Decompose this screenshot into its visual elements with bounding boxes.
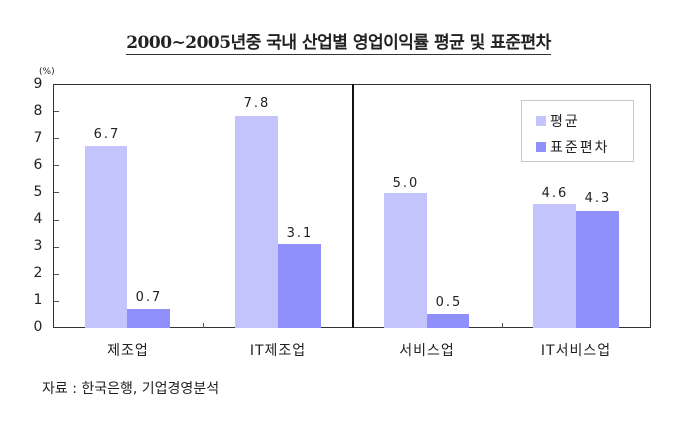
legend-item-mean: 평균 — [536, 111, 580, 131]
x-label-service: 서비스업 — [399, 343, 455, 359]
x-label-it-manufacturing: IT제조업 — [249, 343, 307, 359]
chart-title-text: 2000~2005년중 국내 산업별 영업이익률 평균 및 표준편차 — [126, 33, 551, 55]
y-tick-mark — [54, 192, 59, 193]
value-label-std-service: 0.5 — [435, 295, 463, 310]
bar-mean-it-service — [533, 204, 576, 328]
y-tick-8: 8 — [33, 103, 43, 119]
x-tick-mark — [502, 323, 503, 328]
y-tick-0: 0 — [33, 319, 43, 335]
y-tick-3: 3 — [33, 238, 43, 254]
value-label-mean-it-manufacturing: 7.8 — [243, 96, 271, 111]
value-label-std-manufacturing: 0.7 — [135, 290, 163, 305]
legend-label-mean: 평균 — [550, 114, 580, 130]
legend-label-std: 표준편차 — [550, 140, 610, 156]
y-tick-mark — [54, 111, 59, 112]
y-tick-6: 6 — [33, 157, 43, 173]
y-tick-7: 7 — [33, 130, 43, 146]
y-tick-mark — [54, 165, 59, 166]
value-label-std-it-manufacturing: 3.1 — [286, 226, 314, 241]
y-tick-9: 9 — [33, 76, 43, 92]
bar-std-it-service — [576, 211, 619, 328]
x-label-manufacturing: 제조업 — [107, 343, 149, 359]
bar-std-service — [427, 314, 469, 328]
y-axis-unit: (%) — [39, 67, 55, 77]
value-label-mean-it-service: 4.6 — [541, 186, 569, 201]
legend-swatch-std-icon — [536, 142, 546, 152]
y-tick-mark — [54, 220, 59, 221]
y-tick-5: 5 — [33, 184, 43, 200]
y-tick-mark — [54, 301, 59, 302]
bar-mean-service — [384, 193, 427, 328]
legend: 평균 표준편차 — [521, 100, 634, 162]
group-divider — [352, 84, 354, 328]
legend-swatch-mean-icon — [536, 116, 546, 126]
bar-std-it-manufacturing — [278, 244, 321, 328]
value-label-mean-service: 5.0 — [392, 176, 420, 191]
legend-item-std: 표준편차 — [536, 137, 610, 157]
chart-title: 2000~2005년중 국내 산업별 영업이익률 평균 및 표준편차 — [0, 28, 677, 55]
y-tick-4: 4 — [33, 211, 43, 227]
x-label-it-service: IT서비스업 — [540, 343, 612, 359]
y-tick-1: 1 — [33, 292, 43, 308]
x-tick-mark — [203, 323, 204, 328]
y-tick-mark — [54, 274, 59, 275]
y-tick-mark — [54, 247, 59, 248]
value-label-mean-manufacturing: 6.7 — [93, 127, 121, 142]
value-label-std-it-service: 4.3 — [584, 191, 612, 206]
bar-mean-it-manufacturing — [235, 116, 278, 328]
bar-std-manufacturing — [127, 309, 170, 328]
source-note: 자료 : 한국은행, 기업경영분석 — [42, 381, 220, 397]
y-tick-mark — [54, 138, 59, 139]
y-tick-2: 2 — [33, 265, 43, 281]
bar-mean-manufacturing — [85, 146, 127, 328]
